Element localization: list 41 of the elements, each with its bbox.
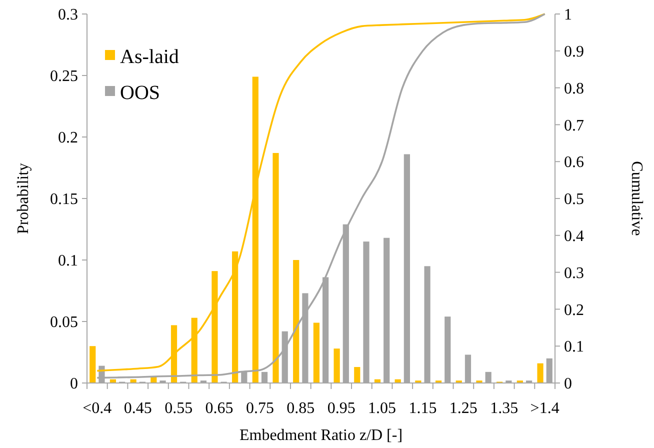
x-tick-label: 1.25 — [449, 400, 478, 417]
x-tick-label: 1.35 — [490, 400, 518, 417]
x-tick-label: 0.45 — [124, 400, 152, 417]
bar — [313, 322, 320, 383]
x-tick-label: 0.55 — [164, 400, 193, 417]
legend-label: As-laid — [120, 46, 179, 68]
y2-tick-label: 1 — [564, 6, 572, 24]
x-tick-label: >1.4 — [530, 400, 560, 417]
x-tick-label: <0.4 — [82, 400, 112, 417]
y2-tick-label: 0.6 — [564, 154, 584, 172]
y-tick-label: 0.1 — [58, 252, 78, 270]
x-tick-label: 0.95 — [327, 400, 356, 417]
y2-tick-label: 0.3 — [564, 264, 584, 282]
y2-tick-label: 0.2 — [564, 302, 584, 319]
bar — [354, 367, 360, 383]
bar — [272, 152, 279, 383]
y-tick-label: 0.2 — [58, 130, 78, 147]
x-tick-label: 0.75 — [246, 400, 274, 417]
bar — [334, 348, 340, 383]
x-axis-title: Embedment Ratio z/D [-] — [239, 427, 403, 444]
x-tick-label: 1.05 — [368, 400, 396, 417]
y2-tick-label: 0.4 — [564, 228, 584, 245]
legend-label: OOS — [120, 82, 160, 104]
bar — [293, 260, 300, 383]
x-tick-label: 0.85 — [286, 400, 315, 417]
y2-tick-label: 0 — [564, 376, 572, 393]
y-tick-label: 0.15 — [50, 191, 78, 208]
bar — [537, 363, 544, 383]
x-tick-label: 0.65 — [205, 400, 234, 417]
y2-axis-title: Cumulative — [628, 161, 645, 236]
y-axis-title: Probability — [15, 162, 32, 234]
y2-tick-label: 0.1 — [564, 338, 584, 356]
y-tick-label: 0 — [70, 376, 78, 393]
y2-tick-label: 0.7 — [564, 117, 584, 134]
y-tick-label: 0.05 — [50, 314, 78, 332]
y2-tick-label: 0.5 — [564, 191, 584, 208]
y-tick-label: 0.25 — [50, 68, 78, 86]
y2-tick-label: 0.9 — [564, 44, 584, 60]
y2-tick-label: 0.8 — [564, 80, 584, 98]
y-tick-label: 0.3 — [58, 6, 78, 24]
x-tick-label: 1.15 — [408, 400, 437, 417]
